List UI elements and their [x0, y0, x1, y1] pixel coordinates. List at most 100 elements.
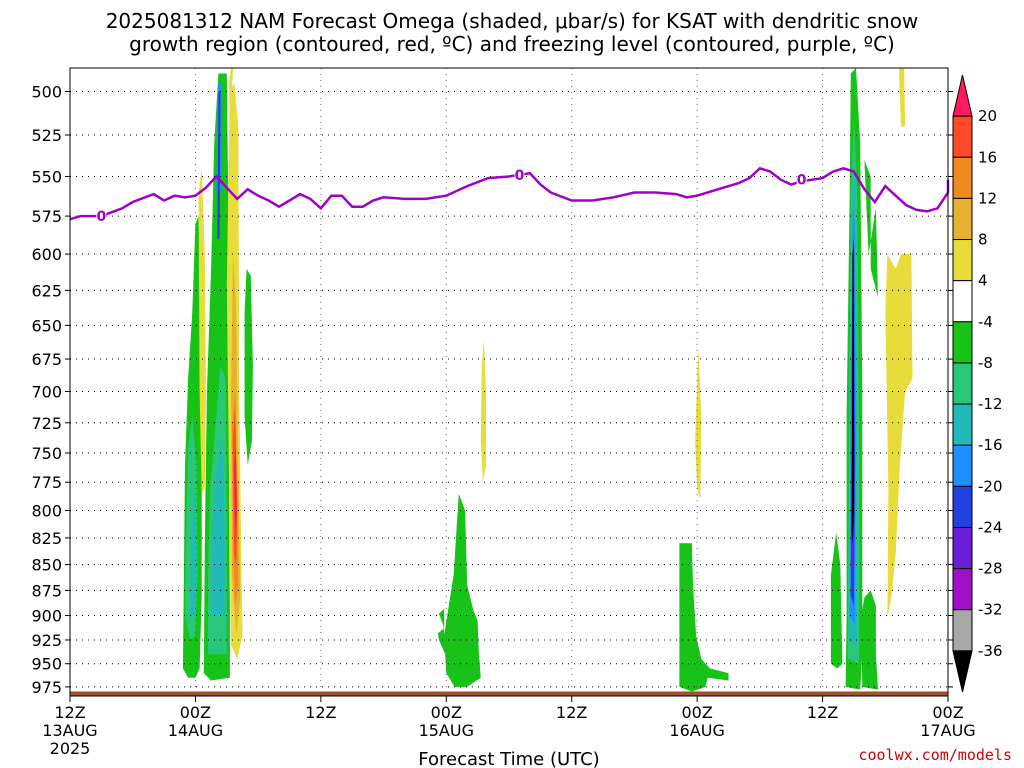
credit-text: coolwx.com/models: [858, 746, 1012, 764]
colorbar-label-13: -36: [978, 642, 1003, 660]
ground-terrain: [70, 691, 948, 696]
colorbar-label-4: 4: [978, 272, 988, 290]
omega-region-18: [695, 345, 702, 500]
x-tick-date-5: 16AUG: [669, 721, 724, 740]
colorbar-label-2: 12: [978, 189, 997, 207]
colorbar-label-6: -8: [978, 354, 993, 372]
colorbar-segment-9: [952, 444, 973, 487]
omega-region-16: [480, 339, 486, 483]
colorbar-label-7: -12: [978, 395, 1003, 413]
x-tick-label-1: 00Z: [180, 703, 211, 722]
colorbar-label-10: -24: [978, 518, 1003, 536]
colorbar-segment-1: [952, 115, 973, 158]
omega-region-31: [898, 68, 906, 127]
x-tick-label-3: 00Z: [431, 703, 462, 722]
omega-region-17: [437, 493, 481, 687]
omega-region-5: [211, 441, 225, 616]
x-tick-label-2: 12Z: [305, 703, 336, 722]
x-tick-label-4: 12Z: [556, 703, 587, 722]
y-tick-label-625: 625: [31, 281, 62, 300]
colorbar-segment-4: [952, 239, 973, 282]
y-tick-label-575: 575: [31, 207, 62, 226]
omega-region-30: [885, 254, 913, 619]
x-tick-label-7: 00Z: [932, 703, 963, 722]
omega-region-15: [244, 268, 253, 465]
omega-region-7: [217, 91, 221, 240]
y-tick-label-875: 875: [31, 581, 62, 600]
y-tick-label-550: 550: [31, 167, 62, 186]
colorbar-segment-12: [952, 568, 973, 611]
freezing-label-bg-1: [514, 166, 525, 183]
y-axis-ticks: 500 525 550 575 600 625 650 675 700 725 750 775 800 8…: [31, 82, 953, 697]
y-tick-label-725: 725: [31, 414, 62, 433]
freezing-label-1: 0: [515, 168, 525, 184]
omega-region-20: [830, 532, 843, 669]
x-axis-label: Forecast Time (UTC): [418, 749, 599, 768]
freezing-label-2: 0: [797, 173, 807, 189]
x-tick-date-7: 17AUG: [920, 721, 975, 740]
colorbar-label-9: -20: [978, 477, 1003, 495]
colorbar: 20 16 12 8 4 -4 -8 -12 -16 -20 -24 -28 -32 -36: [952, 74, 1003, 693]
y-tick-label-900: 900: [31, 607, 62, 626]
colorbar-label-8: -16: [978, 436, 1003, 454]
colorbar-segment-11: [952, 526, 973, 570]
plot-frame: [69, 67, 949, 697]
x-tick-label-0: 12Z: [54, 703, 85, 722]
y-tick-label-750: 750: [31, 444, 62, 463]
x-tick-label-6: 12Z: [807, 703, 838, 722]
omega-region-28: [861, 590, 878, 690]
freezing-level-labels: 0 0 0: [96, 166, 807, 225]
x-tick-year-0: 2025: [50, 739, 91, 758]
colorbar-segment-5: [952, 280, 973, 323]
y-tick-label-950: 950: [31, 655, 62, 674]
omega-region-19: [679, 543, 729, 692]
y-tick-label-500: 500: [31, 82, 62, 101]
colorbar-label-0: 20: [978, 107, 997, 125]
colorbar-label-1: 16: [978, 148, 997, 166]
colorbar-label-12: -32: [978, 601, 1003, 619]
y-tick-label-700: 700: [31, 382, 62, 401]
colorbar-segment-10: [952, 485, 973, 528]
y-tick-label-675: 675: [31, 350, 62, 369]
y-tick-label-600: 600: [31, 245, 62, 264]
y-tick-label-800: 800: [31, 502, 62, 521]
y-tick-label-925: 925: [31, 631, 62, 650]
freezing-label-bg-0: [96, 208, 107, 225]
x-tick-date-1: 14AUG: [168, 721, 223, 740]
y-tick-label-525: 525: [31, 126, 62, 145]
colorbar-top-triangle: [952, 74, 973, 117]
colorbar-label-11: -28: [978, 560, 1003, 578]
colorbar-segment-8: [952, 403, 973, 446]
freezing-label-0: 0: [96, 209, 106, 225]
colorbar-label-5: -4: [978, 313, 993, 331]
grid-lines: [70, 68, 948, 696]
colorbar-label-3: 8: [978, 231, 988, 249]
y-tick-label-650: 650: [31, 316, 62, 335]
x-tick-label-5: 00Z: [681, 703, 712, 722]
freezing-label-bg-2: [796, 171, 807, 188]
omega-region-13: [234, 447, 237, 533]
colorbar-segment-2: [952, 156, 973, 199]
omega-region-27: [851, 239, 854, 544]
omega-region-8: [198, 168, 206, 494]
x-tick-date-3: 15AUG: [419, 721, 474, 740]
y-tick-label-825: 825: [31, 529, 62, 548]
y-tick-label-975: 975: [31, 678, 62, 697]
colorbar-segment-7: [952, 362, 973, 405]
colorbar-segment-3: [952, 197, 973, 241]
omega-region-2: [190, 488, 197, 616]
omega-shaded-regions: [182, 68, 913, 692]
omega-region-14: [228, 68, 234, 127]
x-tick-date-0: 13AUG: [42, 721, 97, 740]
colorbar-segment-6: [952, 321, 973, 364]
chart-title-line1: 2025081312 NAM Forecast Omega (shaded, μ…: [105, 9, 919, 33]
y-tick-label-775: 775: [31, 473, 62, 492]
y-tick-label-850: 850: [31, 556, 62, 575]
chart-title-line2: growth region (contoured, red, ºC) and f…: [129, 32, 895, 56]
freezing-level-contour: [69, 166, 950, 221]
omega-region-29: [864, 160, 878, 298]
colorbar-bottom-triangle: [952, 650, 973, 693]
colorbar-segment-13: [952, 609, 973, 652]
